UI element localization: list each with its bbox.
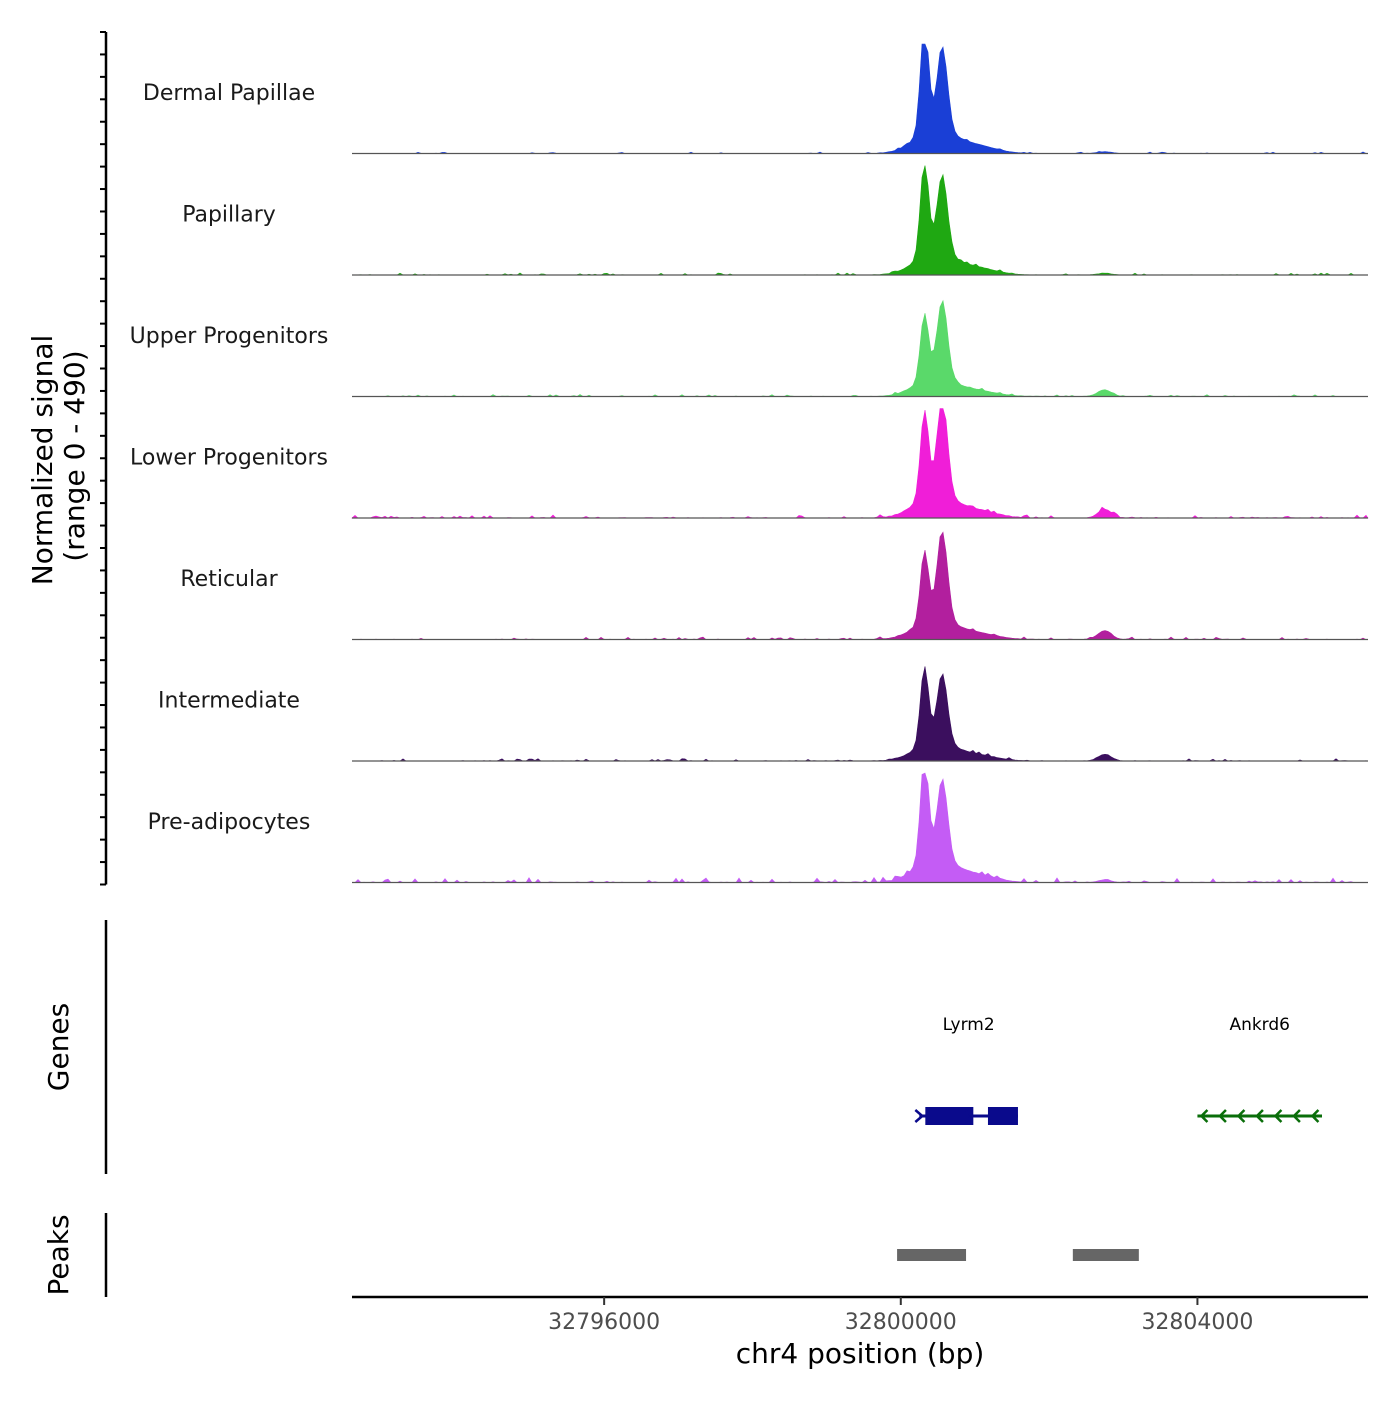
gene-exon — [925, 1107, 974, 1125]
gene-lyrm2: Lyrm2 — [914, 1015, 1018, 1125]
peaks-label: Peaks — [42, 1214, 75, 1295]
gene-exon — [987, 1107, 1018, 1125]
track-label: Lower Progenitors — [130, 446, 328, 471]
y-axis-range: (range 0 - 490) — [58, 350, 91, 561]
coverage-area — [352, 299, 1369, 397]
track-lower-progenitors: Lower Progenitors — [130, 408, 1369, 519]
coverage-tracks: Dermal Papillae Papillary Upper Progenitor… — [130, 43, 1369, 884]
strand-arrow — [1218, 1109, 1227, 1123]
track-label: Upper Progenitors — [130, 324, 329, 349]
track-label: Intermediate — [158, 689, 300, 714]
track-papillary: Papillary — [182, 165, 1368, 276]
x-axis-title: chr4 position (bp) — [736, 1337, 985, 1370]
track-label: Papillary — [182, 203, 276, 228]
track-pre-adipocytes: Pre-adipocytes — [148, 772, 1368, 884]
coverage-y-axis — [100, 31, 108, 886]
track-label: Reticular — [180, 567, 278, 592]
peak-region — [897, 1249, 967, 1261]
track-intermediate: Intermediate — [158, 666, 1369, 762]
strand-arrow — [914, 1109, 925, 1123]
coverage-area — [352, 666, 1369, 762]
track-label: Dermal Papillae — [143, 81, 315, 106]
coverage-area — [351, 408, 1369, 519]
peak-region — [1072, 1249, 1139, 1261]
coverage-area — [352, 772, 1368, 883]
x-tick-label: 32796000 — [548, 1310, 660, 1335]
strand-arrow — [1199, 1109, 1209, 1123]
coverage-area — [352, 165, 1368, 276]
peak-track — [897, 1249, 1139, 1261]
x-tick-label: 32800000 — [845, 1310, 957, 1335]
x-axis: 32796000 32800000 32804000 — [548, 1297, 1253, 1335]
strand-arrow — [1273, 1109, 1283, 1123]
strand-arrow — [964, 1109, 975, 1123]
track-dermal-papillae: Dermal Papillae — [143, 43, 1369, 155]
track-reticular: Reticular — [180, 531, 1368, 641]
gene-track: Lyrm2 Ankrd6 — [914, 1015, 1322, 1125]
track-upper-progenitors: Upper Progenitors — [130, 299, 1369, 398]
x-tick-label: 32804000 — [1141, 1310, 1253, 1335]
strand-arrow — [1310, 1109, 1320, 1123]
y-axis-title: Normalized signal — [26, 335, 59, 586]
gene-label: Ankrd6 — [1229, 1015, 1290, 1035]
gene-ankrd6: Ankrd6 — [1197, 1015, 1322, 1123]
gene-label: Lyrm2 — [943, 1015, 995, 1035]
genes-label: Genes — [42, 1003, 75, 1091]
track-label: Pre-adipocytes — [148, 810, 311, 835]
strand-arrow — [1236, 1109, 1246, 1123]
strand-arrow — [1292, 1109, 1301, 1123]
coverage-area — [352, 531, 1368, 640]
coverage-area — [352, 43, 1369, 154]
strand-arrow — [1255, 1109, 1264, 1123]
